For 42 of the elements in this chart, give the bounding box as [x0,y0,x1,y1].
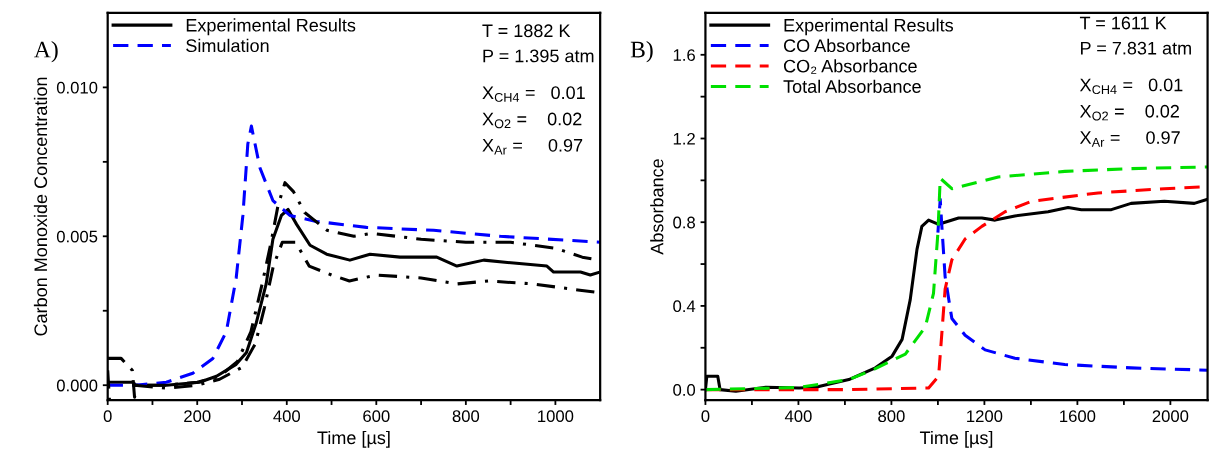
x-tick-label: 2000 [1152,410,1189,423]
annotation: P = 7.831 atm [1081,41,1191,55]
x-tick-label: 0 [103,410,112,423]
x-axis-title: Time [µs] [317,430,390,448]
annotation: P = 1.395 atm [483,49,594,63]
x-tick-label: 600 [363,410,390,423]
x-tick-label: 1600 [1060,410,1096,423]
legend-label: CO₂ Absorbance [783,59,917,74]
legend-label: Total Absorbance [783,79,921,93]
annotation: X$_{CH4}$ = 0.01 [482,86,585,102]
x-tick-label: 0 [701,410,710,423]
y-tick-label: 1.6 [673,49,695,61]
x-tick-label: 800 [452,410,480,423]
y-tick-label: 0.0 [673,384,696,396]
x-tick-label: 800 [878,410,905,423]
y-tick-label: 1.2 [673,132,695,145]
y-tick-label: 0.010 [56,81,98,94]
text: B) [630,40,653,63]
annotation: X$_{O2}$ = 0.02 [482,112,582,129]
x-tick-label: 200 [184,410,211,423]
legend-label: Simulation [186,38,269,53]
y-tick-label: 0.005 [56,230,98,243]
y-tick-label: 0.000 [56,379,98,392]
x-tick-label: 1200 [967,410,1003,423]
annotation: T = 1611 K [1079,16,1167,30]
x-axis-title: Time [µs] [919,430,993,448]
annotation: X$_{CH4}$ = 0.01 [1079,78,1183,95]
annotation: X$_{Ar}$ = 0.97 [1079,131,1180,147]
y-tick-label: 0.8 [673,216,695,229]
annotation: X$_{Ar}$ = 0.97 [482,138,583,155]
legend-label: Experimental Results [186,18,356,36]
x-tick-label: 400 [273,410,301,423]
y-axis-title: Carbon Monoxide Concentration [33,77,48,336]
x-tick-label: 400 [784,410,812,423]
y-tick-label: 0.4 [673,300,696,313]
annotation: X$_{O2}$ = 0.02 [1079,104,1179,121]
y-axis-title: Absorbance [650,159,664,255]
legend-label: Experimental Results [784,18,954,36]
text: A) [34,40,58,63]
legend-label: CO Absorbance [783,38,910,53]
x-tick-label: 1000 [538,410,574,423]
annotation: T = 1882 K [482,24,571,38]
